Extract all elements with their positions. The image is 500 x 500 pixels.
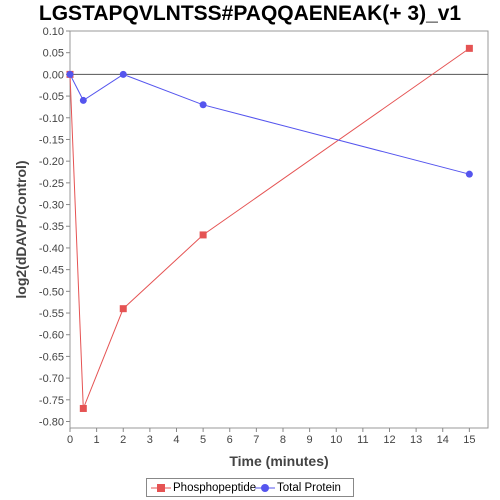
y-tick-label: -0.30: [39, 200, 64, 212]
x-tick-label: 13: [410, 434, 422, 446]
y-tick-label: -0.10: [39, 113, 64, 125]
y-axis-title: log2(dDAVP/Control): [13, 160, 29, 298]
data-point-total-protein: [66, 70, 74, 78]
x-tick-label: 9: [307, 434, 313, 446]
data-point-total-protein: [199, 101, 207, 109]
y-tick-label: 0.10: [43, 26, 64, 38]
y-tick-label: -0.55: [39, 308, 64, 320]
x-tick-label: 5: [200, 434, 206, 446]
y-tick-label: -0.75: [39, 395, 64, 407]
chart-title: LGSTAPQVLNTSS#PAQQAENEAK(+ 3)_v1: [38, 2, 462, 25]
y-tick-label: -0.05: [39, 91, 64, 103]
x-tick-label: 12: [383, 434, 395, 446]
data-point-phosphopeptide: [199, 231, 207, 239]
y-tick-label: -0.45: [39, 265, 64, 277]
y-tick-label: -0.15: [39, 134, 64, 146]
x-tick-label: 4: [173, 434, 179, 446]
x-tick-label: 8: [280, 434, 286, 446]
y-tick-label: -0.60: [39, 330, 64, 342]
y-tick-label: 0.00: [43, 69, 64, 81]
y-tick-label: -0.70: [39, 373, 64, 385]
data-point-phosphopeptide: [79, 404, 87, 412]
x-tick-label: 6: [227, 434, 233, 446]
data-point-phosphopeptide: [119, 305, 127, 313]
data-point-total-protein: [119, 70, 127, 78]
x-tick-label: 7: [253, 434, 259, 446]
x-tick-label: 3: [147, 434, 153, 446]
y-tick-label: -0.40: [39, 243, 64, 255]
y-tick-label: -0.35: [39, 221, 64, 233]
legend-label-phosphopeptide: Phosphopeptide: [173, 482, 257, 494]
legend: Phosphopeptide Total Protein: [146, 478, 354, 497]
y-tick-label: -0.50: [39, 286, 64, 298]
x-tick-label: 14: [437, 434, 449, 446]
y-tick-label: -0.65: [39, 351, 64, 363]
y-tick-label: -0.80: [39, 416, 64, 428]
x-tick-label: 1: [94, 434, 100, 446]
x-tick-label: 2: [120, 434, 126, 446]
legend-swatch-square-icon: [151, 484, 171, 492]
y-tick-label: 0.05: [43, 48, 64, 60]
x-tick-label: 0: [67, 434, 73, 446]
y-tick-label: -0.25: [39, 178, 64, 190]
data-point-total-protein: [79, 96, 87, 104]
plot-area: [69, 30, 489, 429]
data-point-total-protein: [465, 170, 473, 178]
x-axis-title: Time (minutes): [229, 453, 328, 469]
x-tick-label: 11: [357, 434, 368, 446]
legend-label-total-protein: Total Protein: [277, 482, 341, 494]
y-tick-label: -0.20: [39, 156, 64, 168]
x-tick-label: 15: [463, 434, 475, 446]
data-point-phosphopeptide: [465, 44, 473, 52]
x-tick-label: 10: [330, 434, 342, 446]
legend-swatch-circle-icon: [255, 484, 275, 492]
